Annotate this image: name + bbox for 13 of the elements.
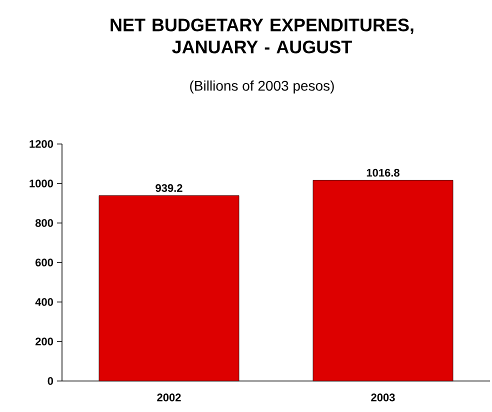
y-tick-label: 200 bbox=[35, 338, 54, 346]
y-tick-label: 800 bbox=[35, 219, 54, 227]
x-tick-label: 2002 bbox=[157, 394, 181, 402]
y-tick-label: 1200 bbox=[30, 140, 54, 148]
y-tick-label: 400 bbox=[35, 298, 54, 306]
y-tick-label: 1000 bbox=[30, 180, 54, 188]
x-tick-label: 2003 bbox=[371, 394, 395, 402]
chart-title: NET BUDGETARY EXPENDITURES, JANUARY - AUGUST bbox=[110, 18, 414, 54]
data-label: 939.2 bbox=[156, 184, 182, 192]
y-tick-label: 600 bbox=[36, 258, 54, 266]
data-label: 1016.8 bbox=[366, 168, 400, 177]
chart-subtitle: (Billions of 2003 pesos) bbox=[190, 80, 334, 94]
y-tick-label: 0 bbox=[48, 377, 54, 385]
